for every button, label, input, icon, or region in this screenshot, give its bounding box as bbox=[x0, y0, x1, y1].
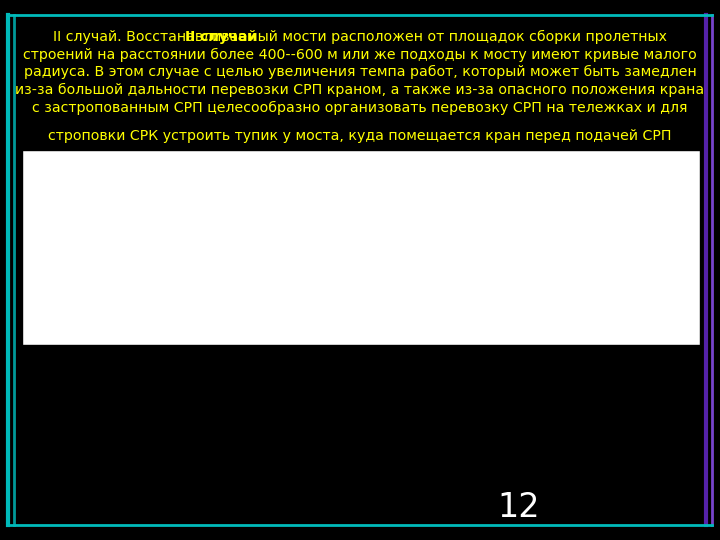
Text: с застропованным СРП целесообразно организовать перевозку СРП на тележках и для: с застропованным СРП целесообразно орган… bbox=[32, 101, 688, 115]
Text: 12: 12 bbox=[497, 491, 540, 524]
Text: L > 400 ÷ 600: L > 400 ÷ 600 bbox=[264, 333, 356, 346]
Bar bbox=[124, 244, 150, 253]
Text: →: → bbox=[416, 198, 428, 212]
Text: строповки СРК устроить тупик у моста, куда помещается кран перед подачей СРП: строповки СРК устроить тупик у моста, ку… bbox=[48, 129, 672, 143]
Text: II случай. Восстанавливаемый мости расположен от площадок сборки пролетных: II случай. Восстанавливаемый мости распо… bbox=[53, 30, 667, 44]
Text: для СРК: для СРК bbox=[618, 166, 666, 176]
Text: II случай: II случай bbox=[185, 30, 257, 44]
Bar bbox=[96, 224, 124, 234]
Text: радиуса. В этом случае с целью увеличения темпа работ, который может быть замедл: радиуса. В этом случае с целью увеличени… bbox=[24, 65, 696, 79]
Text: из-за большой дальности перевозки СРП краном, а также из-за опасного положения к: из-за большой дальности перевозки СРП кр… bbox=[15, 83, 705, 97]
Text: строений на расстоянии более 400--600 м или же подходы к мосту имеют кривые мало: строений на расстоянии более 400--600 м … bbox=[23, 48, 697, 62]
